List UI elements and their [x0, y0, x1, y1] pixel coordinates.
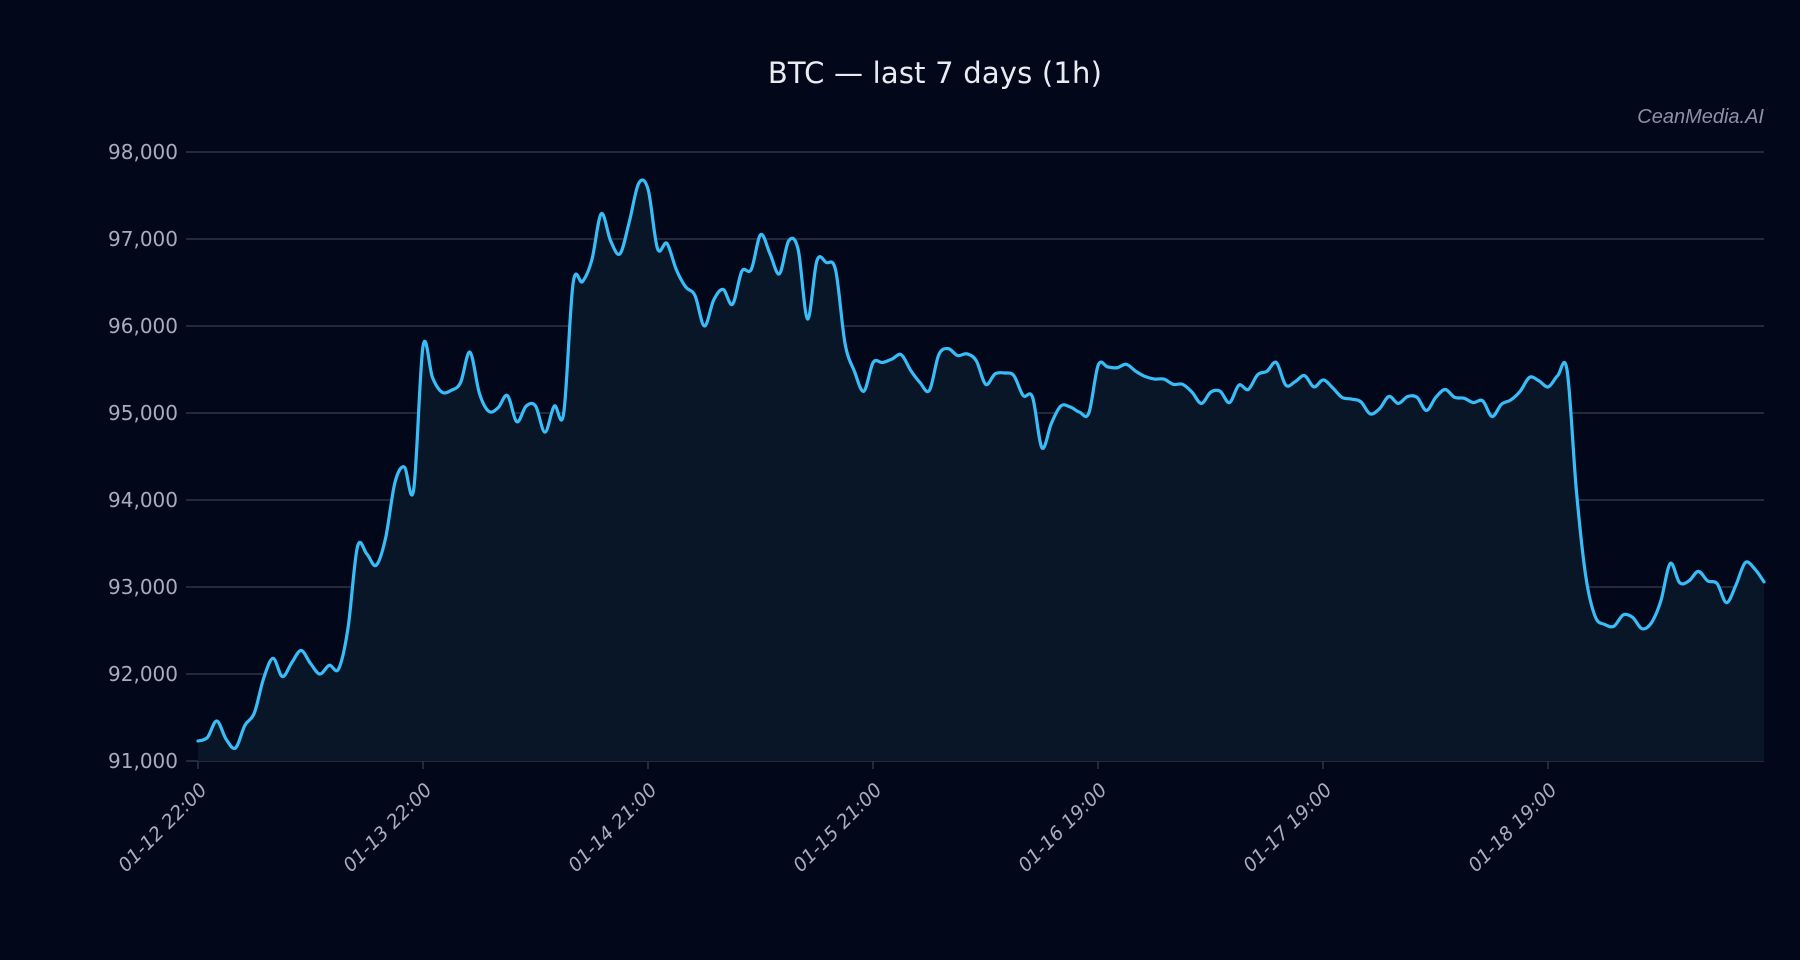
y-tick-label: 97,000: [108, 227, 178, 251]
x-tick-label: 01-18 19:00: [1464, 779, 1562, 877]
y-tick-label: 95,000: [108, 401, 178, 425]
y-tick-label: 96,000: [108, 314, 178, 338]
y-tick-label: 91,000: [108, 749, 178, 773]
x-tick-label: 01-12 22:00: [114, 779, 212, 877]
x-tick-label: 01-13 22:00: [339, 779, 437, 877]
y-tick-label: 93,000: [108, 575, 178, 599]
y-tick-label: 94,000: [108, 488, 178, 512]
x-axis: 01-12 22:00 01-13 22:00 01-14 21:00 01-15 2…: [114, 761, 1562, 877]
y-axis: 91,000 92,000 93,000 94,000 95,000 96,000 97,0…: [108, 140, 178, 773]
x-tick-label: 01-16 19:00: [1014, 779, 1112, 877]
watermark: CeanMedia.AI: [1637, 106, 1764, 128]
x-tick-label: 01-14 21:00: [564, 779, 662, 877]
x-tick-label: 01-15 21:00: [789, 779, 887, 877]
price-line: [196, 178, 1766, 750]
chart-title: BTC — last 7 days (1h): [767, 56, 1103, 90]
price-area-fill: [198, 180, 1764, 762]
y-tick-label: 92,000: [108, 662, 178, 686]
y-tick-label: 98,000: [108, 140, 178, 164]
x-tick-label: 01-17 19:00: [1239, 779, 1337, 877]
